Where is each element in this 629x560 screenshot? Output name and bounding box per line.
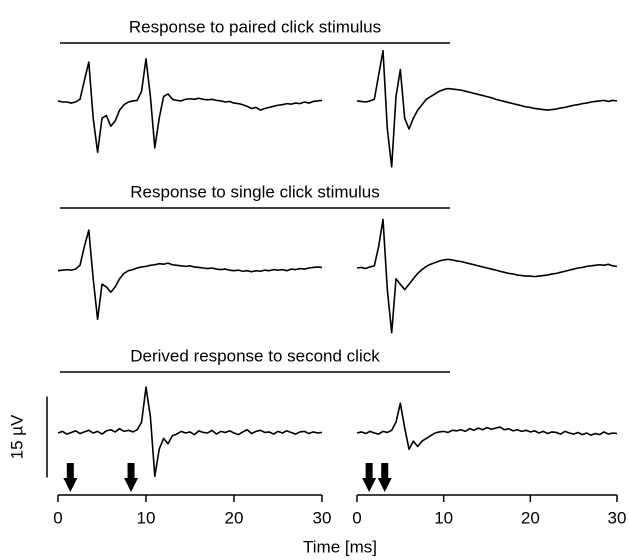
trace — [57, 386, 323, 477]
x-tick-label: 0 — [352, 508, 361, 527]
row-title: Derived response to second click — [130, 346, 380, 365]
trace — [57, 229, 323, 321]
stimulus-arrow — [124, 463, 139, 492]
trace — [57, 58, 323, 154]
x-tick-label: 30 — [608, 508, 627, 527]
trace — [356, 218, 618, 334]
trace — [356, 49, 618, 168]
row-title: Response to single click stimulus — [130, 182, 379, 201]
row-title: Response to paired click stimulus — [129, 17, 381, 36]
x-tick-label: 20 — [521, 508, 540, 527]
x-axis-label: Time [ms] — [303, 537, 377, 556]
x-tick-label: 0 — [53, 508, 62, 527]
x-tick-label: 30 — [313, 508, 332, 527]
x-tick-label: 10 — [434, 508, 453, 527]
stimulus-arrow — [377, 463, 392, 492]
stimulus-arrow — [63, 463, 78, 492]
scale-bar-label: 15 µV — [7, 414, 26, 459]
trace — [356, 402, 618, 450]
x-tick-label: 20 — [225, 508, 244, 527]
stimulus-arrow — [362, 463, 377, 492]
x-tick-label: 10 — [137, 508, 156, 527]
